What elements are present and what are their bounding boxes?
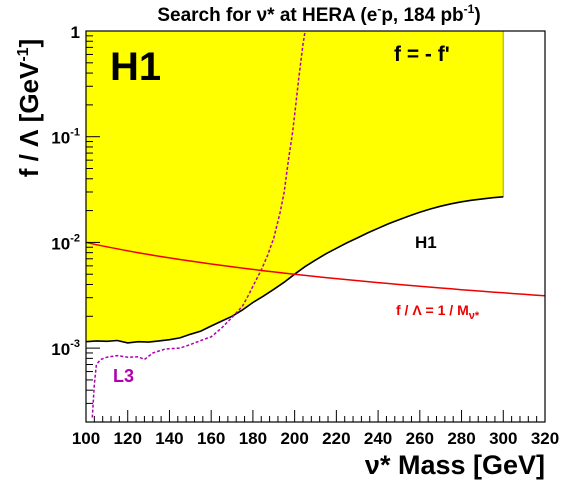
x-tick-label: 280 — [447, 429, 475, 448]
excluded-region-layer — [86, 31, 505, 343]
y-tick-label: 10-3 — [51, 338, 80, 359]
chart-title: Search for ν* at HERA (e-p, 184 pb-1) — [157, 2, 480, 26]
coupling-label: f = - f' — [394, 43, 450, 66]
x-tick-label: 180 — [239, 429, 267, 448]
x-tick-label: 100 — [72, 429, 100, 448]
y-axis-ticks: 1 10-1 10-2 10-3 — [51, 23, 100, 423]
theory-line-label: f / Λ = 1 / Mν* — [396, 302, 480, 322]
x-tick-label: 220 — [322, 429, 350, 448]
series-l3-line — [91, 30, 306, 418]
x-tick-label: 140 — [155, 429, 183, 448]
plot-frame — [85, 30, 546, 423]
x-axis-ticks: 100 120 140 160 180 200 220 240 260 280 300 320 — [72, 410, 559, 448]
x-tick-label: 120 — [114, 429, 142, 448]
x-axis-label: ν* Mass [GeV] — [365, 450, 545, 480]
x-tick-label: 200 — [280, 429, 308, 448]
y-tick-label: 1 — [71, 23, 80, 42]
l3-label: L3 — [113, 366, 134, 386]
plot-area: 100 120 140 160 180 200 220 240 260 280 300 320 1 10… — [51, 23, 559, 448]
y-tick-label: 10-1 — [51, 127, 80, 148]
x-tick-label: 160 — [197, 429, 225, 448]
y-tick-label: 10-2 — [51, 232, 80, 253]
series-lines-layer — [85, 30, 546, 418]
series-theory-line — [85, 241, 546, 297]
h1-curve-label: H1 — [415, 233, 437, 252]
x-tick-label: 260 — [406, 429, 434, 448]
y-axis-label: f / Λ [GeV-1] — [14, 39, 44, 177]
excluded-region-fill — [86, 31, 504, 343]
x-tick-label: 320 — [531, 429, 559, 448]
x-tick-label: 300 — [489, 429, 517, 448]
x-tick-label: 240 — [364, 429, 392, 448]
experiment-label: H1 — [110, 45, 161, 89]
